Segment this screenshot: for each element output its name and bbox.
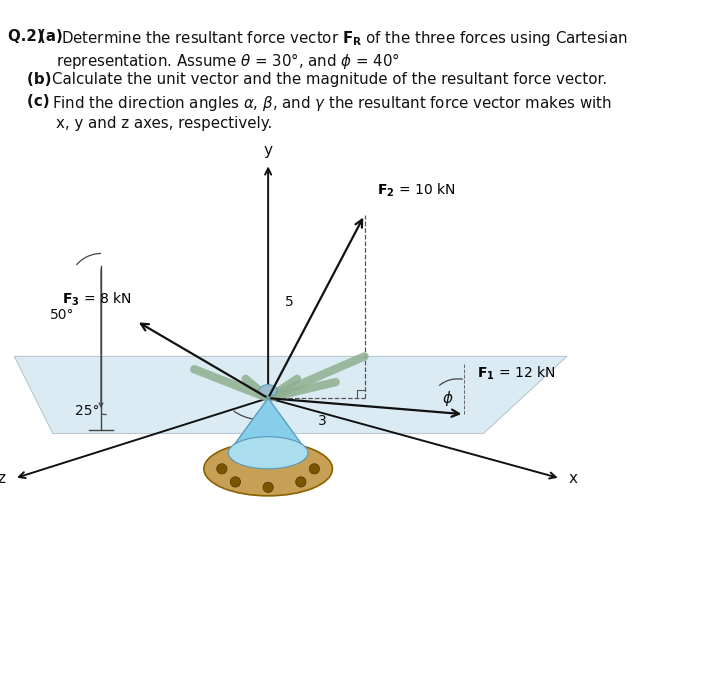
- Text: $\mathbf{F_2}$ = 10 kN: $\mathbf{F_2}$ = 10 kN: [378, 181, 456, 199]
- Text: $\phi$: $\phi$: [442, 389, 454, 407]
- Text: Find the direction angles $\alpha$, $\beta$, and $\gamma$ the resultant force ve: Find the direction angles $\alpha$, $\be…: [52, 94, 611, 113]
- Text: $\theta$: $\theta$: [282, 442, 293, 458]
- Ellipse shape: [204, 442, 332, 496]
- Text: x, y and z axes, respectively.: x, y and z axes, respectively.: [56, 116, 272, 131]
- Text: (a): (a): [39, 29, 67, 43]
- Polygon shape: [14, 357, 567, 433]
- Text: x: x: [569, 471, 578, 486]
- Text: z: z: [0, 471, 6, 486]
- Text: (c): (c): [27, 94, 55, 109]
- Text: Determine the resultant force vector $\mathbf{F_R}$ of the three forces using Ca: Determine the resultant force vector $\m…: [60, 29, 627, 47]
- Polygon shape: [228, 398, 308, 453]
- Text: $\mathbf{F_1}$ = 12 kN: $\mathbf{F_1}$ = 12 kN: [477, 365, 555, 382]
- Circle shape: [217, 464, 227, 474]
- Text: 3: 3: [318, 414, 327, 428]
- Circle shape: [309, 464, 320, 474]
- Text: $\mathbf{F_3}$ = 8 kN: $\mathbf{F_3}$ = 8 kN: [62, 291, 132, 308]
- Ellipse shape: [259, 385, 277, 396]
- Text: 50°: 50°: [50, 308, 75, 322]
- Text: Calculate the unit vector and the magnitude of the resultant force vector.: Calculate the unit vector and the magnit…: [52, 72, 607, 87]
- Circle shape: [296, 477, 306, 487]
- Circle shape: [263, 482, 274, 493]
- Text: 25°: 25°: [75, 404, 100, 418]
- Circle shape: [230, 451, 241, 461]
- Text: Q.2): Q.2): [8, 29, 49, 43]
- Text: $\theta$: $\theta$: [282, 442, 293, 458]
- Text: y: y: [264, 143, 273, 158]
- Text: (b): (b): [27, 72, 57, 87]
- Ellipse shape: [228, 437, 308, 469]
- Text: representation. Assume $\theta$ = 30°, and $\phi$ = 40°: representation. Assume $\theta$ = 30°, a…: [56, 51, 400, 71]
- Circle shape: [230, 477, 241, 487]
- Circle shape: [263, 445, 274, 455]
- Circle shape: [296, 451, 306, 461]
- Text: 5: 5: [285, 295, 294, 308]
